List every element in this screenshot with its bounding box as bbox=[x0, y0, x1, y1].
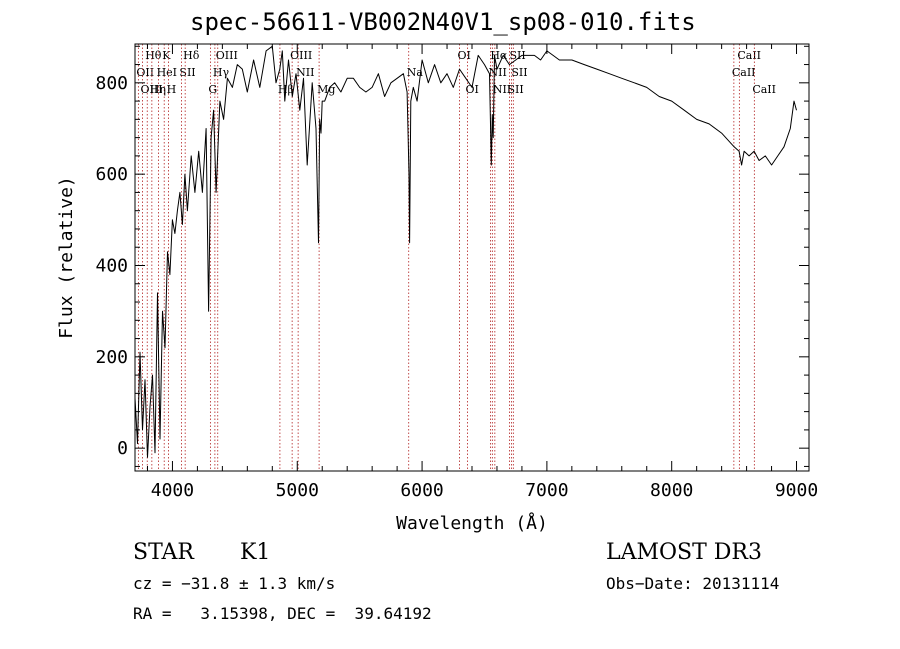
object-subclass: K1 bbox=[240, 540, 271, 565]
x-tick-label: 4000 bbox=[151, 480, 194, 501]
y-tick-label: 200 bbox=[95, 347, 128, 368]
survey-name: LAMOST DR3 bbox=[606, 540, 762, 565]
marker-label: K bbox=[162, 49, 171, 62]
x-tick-label: 5000 bbox=[276, 480, 319, 501]
marker-label: Na bbox=[407, 66, 424, 79]
x-tick-label: 8000 bbox=[650, 480, 693, 501]
marker-label: OI bbox=[466, 83, 479, 96]
marker-label: CaII bbox=[737, 49, 761, 62]
marker-label: NII bbox=[493, 83, 511, 96]
marker-label: SII bbox=[507, 83, 523, 96]
y-tick-label: 600 bbox=[95, 164, 128, 185]
observation-date: Obs−Date: 20131114 bbox=[606, 574, 780, 593]
marker-label: NII bbox=[296, 66, 314, 79]
marker-label: SII bbox=[511, 66, 527, 79]
y-tick-label: 400 bbox=[95, 255, 128, 276]
x-tick-label: 7000 bbox=[525, 480, 568, 501]
marker-label: HeI bbox=[157, 66, 177, 79]
plot-frame bbox=[134, 43, 810, 472]
marker-label: Hδ bbox=[183, 49, 200, 62]
marker-label: Hη bbox=[150, 83, 166, 96]
marker-label: CaII bbox=[732, 66, 756, 79]
marker-label: Hα bbox=[490, 49, 508, 62]
marker-label: CaII bbox=[752, 83, 776, 96]
chart-title: spec-56611-VB002N40V1_sp08-010.fits bbox=[190, 8, 696, 36]
marker-label: H bbox=[167, 83, 177, 96]
sky-coordinates: RA = 3.15398, DEC = 39.64192 bbox=[133, 604, 432, 623]
marker-label: OII bbox=[136, 66, 154, 79]
redshift-velocity: cz = −31.8 ± 1.3 km/s bbox=[133, 574, 336, 593]
marker-label: OI bbox=[458, 49, 471, 62]
marker-label: SII bbox=[179, 66, 195, 79]
marker-label: G bbox=[208, 83, 217, 96]
marker-label: OIII bbox=[216, 49, 238, 62]
x-tick-label: 6000 bbox=[400, 480, 443, 501]
marker-label: Hγ bbox=[213, 66, 230, 79]
y-tick-label: 800 bbox=[95, 73, 128, 94]
y-axis-label: Flux (relative) bbox=[56, 176, 77, 339]
object-class: STAR bbox=[133, 540, 194, 565]
x-axis-label: Wavelength (Å) bbox=[396, 512, 548, 534]
marker-label: NII bbox=[488, 66, 506, 79]
y-tick-label: 0 bbox=[117, 438, 128, 459]
x-tick-label: 9000 bbox=[775, 480, 818, 501]
marker-label: OIII bbox=[290, 49, 312, 62]
marker-label: Hθ bbox=[145, 49, 162, 62]
spectrum-line bbox=[134, 45, 797, 458]
